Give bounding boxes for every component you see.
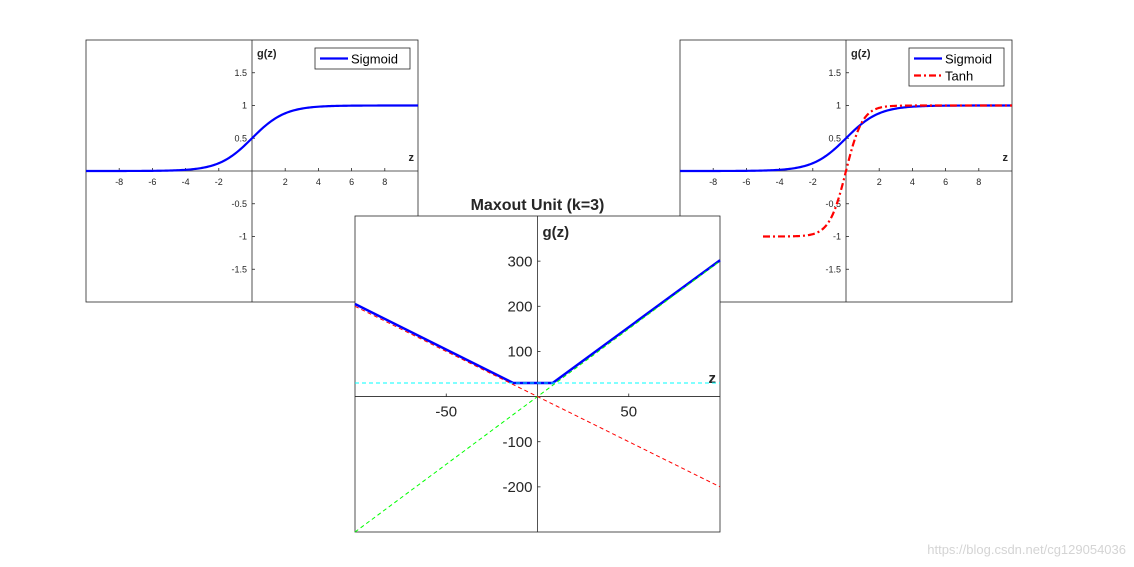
x-axis-label: z xyxy=(709,370,717,387)
y-axis-label: g(z) xyxy=(851,48,871,60)
y-tick-label: 0.5 xyxy=(828,133,841,143)
watermark-text: https://blog.csdn.net/cg129054036 xyxy=(927,542,1126,557)
y-axis-label: g(z) xyxy=(543,224,570,241)
y-tick-label: 1 xyxy=(242,101,247,111)
series-line-2 xyxy=(763,104,1012,238)
y-tick-label: -200 xyxy=(502,479,532,496)
x-tick-label: -8 xyxy=(115,177,123,187)
x-tick-label: 8 xyxy=(382,177,387,187)
y-tick-label: -1.5 xyxy=(231,264,247,274)
x-tick-label: 8 xyxy=(976,177,981,187)
sigmoid-chart: -8 -6 -4 -2 2 4 6 8 1.5 1 0.5 -0.5 -1 -1.5 g(z) z Sigmoi… xyxy=(85,39,419,303)
y-tick-label: 1.5 xyxy=(234,68,247,78)
y-tick-label: -0.5 xyxy=(825,199,841,209)
sigmoid-tanh-chart: -8 -6 -4 -2 2 4 6 8 1.5 1 0.5 -0.5 -1 -1.5 g(z) z Sigmoi… xyxy=(679,39,1013,303)
x-tick-label: -50 xyxy=(435,404,457,421)
x-tick-label: -2 xyxy=(809,177,817,187)
x-tick-label: -6 xyxy=(742,177,750,187)
x-tick-label: -4 xyxy=(182,177,190,187)
x-axis-label: z xyxy=(409,152,415,164)
y-tick-label: 300 xyxy=(507,253,532,270)
x-tick-label: 6 xyxy=(943,177,948,187)
chart-title: Maxout Unit (k=3) xyxy=(471,197,605,214)
x-axis-label: z xyxy=(1003,152,1009,164)
x-tick-label: -4 xyxy=(776,177,784,187)
legend-box xyxy=(314,47,411,70)
x-tick-label: -8 xyxy=(709,177,717,187)
y-tick-label: 1.5 xyxy=(828,68,841,78)
series-line-4 xyxy=(354,305,721,488)
x-tick-label: 2 xyxy=(877,177,882,187)
y-tick-label: 0.5 xyxy=(234,133,247,143)
x-tick-label: 50 xyxy=(620,404,637,421)
x-tick-label: -6 xyxy=(148,177,156,187)
y-tick-label: 200 xyxy=(507,299,532,316)
y-tick-label: -1 xyxy=(833,232,841,242)
y-tick-label: 1 xyxy=(836,101,841,111)
x-tick-label: 4 xyxy=(910,177,915,187)
y-tick-label: -100 xyxy=(502,434,532,451)
y-tick-label: -1.5 xyxy=(825,264,841,274)
x-tick-label: -2 xyxy=(215,177,223,187)
legend-box xyxy=(908,47,1005,87)
y-tick-label: 100 xyxy=(507,344,532,361)
x-tick-label: 4 xyxy=(316,177,321,187)
legend-label: Tanh xyxy=(945,69,973,84)
legend-label: Sigmoid xyxy=(351,52,398,67)
y-axis-label: g(z) xyxy=(257,48,277,60)
x-tick-label: 2 xyxy=(283,177,288,187)
series-line-1 xyxy=(86,104,418,173)
y-tick-label: -1 xyxy=(239,232,247,242)
x-tick-label: 6 xyxy=(349,177,354,187)
y-tick-label: -0.5 xyxy=(231,199,247,209)
maxout-chart: Maxout Unit (k=3) -50 50 300 200 100 -100 -200 g… xyxy=(354,197,721,533)
legend-label: Sigmoid xyxy=(945,52,992,67)
